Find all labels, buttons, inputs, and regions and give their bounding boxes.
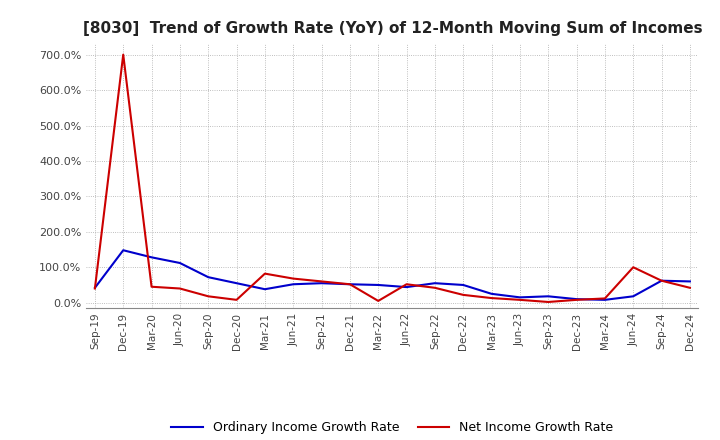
Ordinary Income Growth Rate	[148, 255, 156, 260]
Net Income Growth Rate	[261, 271, 269, 276]
Ordinary Income Growth Rate	[346, 282, 354, 287]
Ordinary Income Growth Rate	[318, 281, 326, 286]
Net Income Growth Rate	[657, 278, 666, 283]
Ordinary Income Growth Rate	[459, 282, 467, 288]
Ordinary Income Growth Rate	[600, 297, 609, 302]
Ordinary Income Growth Rate	[374, 282, 382, 288]
Ordinary Income Growth Rate	[289, 282, 297, 287]
Line: Ordinary Income Growth Rate: Ordinary Income Growth Rate	[95, 250, 690, 300]
Net Income Growth Rate	[119, 52, 127, 57]
Net Income Growth Rate	[431, 285, 439, 290]
Ordinary Income Growth Rate	[544, 293, 552, 299]
Net Income Growth Rate	[176, 286, 184, 291]
Ordinary Income Growth Rate	[431, 281, 439, 286]
Net Income Growth Rate	[402, 282, 411, 287]
Ordinary Income Growth Rate	[572, 297, 581, 302]
Net Income Growth Rate	[516, 297, 524, 302]
Net Income Growth Rate	[459, 292, 467, 297]
Net Income Growth Rate	[374, 298, 382, 304]
Ordinary Income Growth Rate	[657, 278, 666, 283]
Ordinary Income Growth Rate	[629, 293, 637, 299]
Net Income Growth Rate	[685, 285, 694, 290]
Legend: Ordinary Income Growth Rate, Net Income Growth Rate: Ordinary Income Growth Rate, Net Income …	[166, 416, 618, 439]
Title: [8030]  Trend of Growth Rate (YoY) of 12-Month Moving Sum of Incomes: [8030] Trend of Growth Rate (YoY) of 12-…	[83, 21, 702, 36]
Ordinary Income Growth Rate	[261, 286, 269, 292]
Net Income Growth Rate	[572, 297, 581, 302]
Net Income Growth Rate	[629, 264, 637, 270]
Ordinary Income Growth Rate	[233, 281, 241, 286]
Line: Net Income Growth Rate: Net Income Growth Rate	[95, 55, 690, 302]
Ordinary Income Growth Rate	[119, 248, 127, 253]
Ordinary Income Growth Rate	[176, 260, 184, 266]
Ordinary Income Growth Rate	[685, 279, 694, 284]
Net Income Growth Rate	[600, 296, 609, 301]
Net Income Growth Rate	[233, 297, 241, 302]
Ordinary Income Growth Rate	[204, 275, 212, 280]
Ordinary Income Growth Rate	[487, 291, 496, 297]
Ordinary Income Growth Rate	[402, 284, 411, 290]
Net Income Growth Rate	[289, 276, 297, 281]
Net Income Growth Rate	[204, 293, 212, 299]
Net Income Growth Rate	[91, 286, 99, 291]
Net Income Growth Rate	[544, 299, 552, 304]
Net Income Growth Rate	[148, 284, 156, 290]
Ordinary Income Growth Rate	[91, 285, 99, 290]
Net Income Growth Rate	[487, 295, 496, 301]
Net Income Growth Rate	[318, 279, 326, 284]
Net Income Growth Rate	[346, 282, 354, 287]
Ordinary Income Growth Rate	[516, 295, 524, 300]
